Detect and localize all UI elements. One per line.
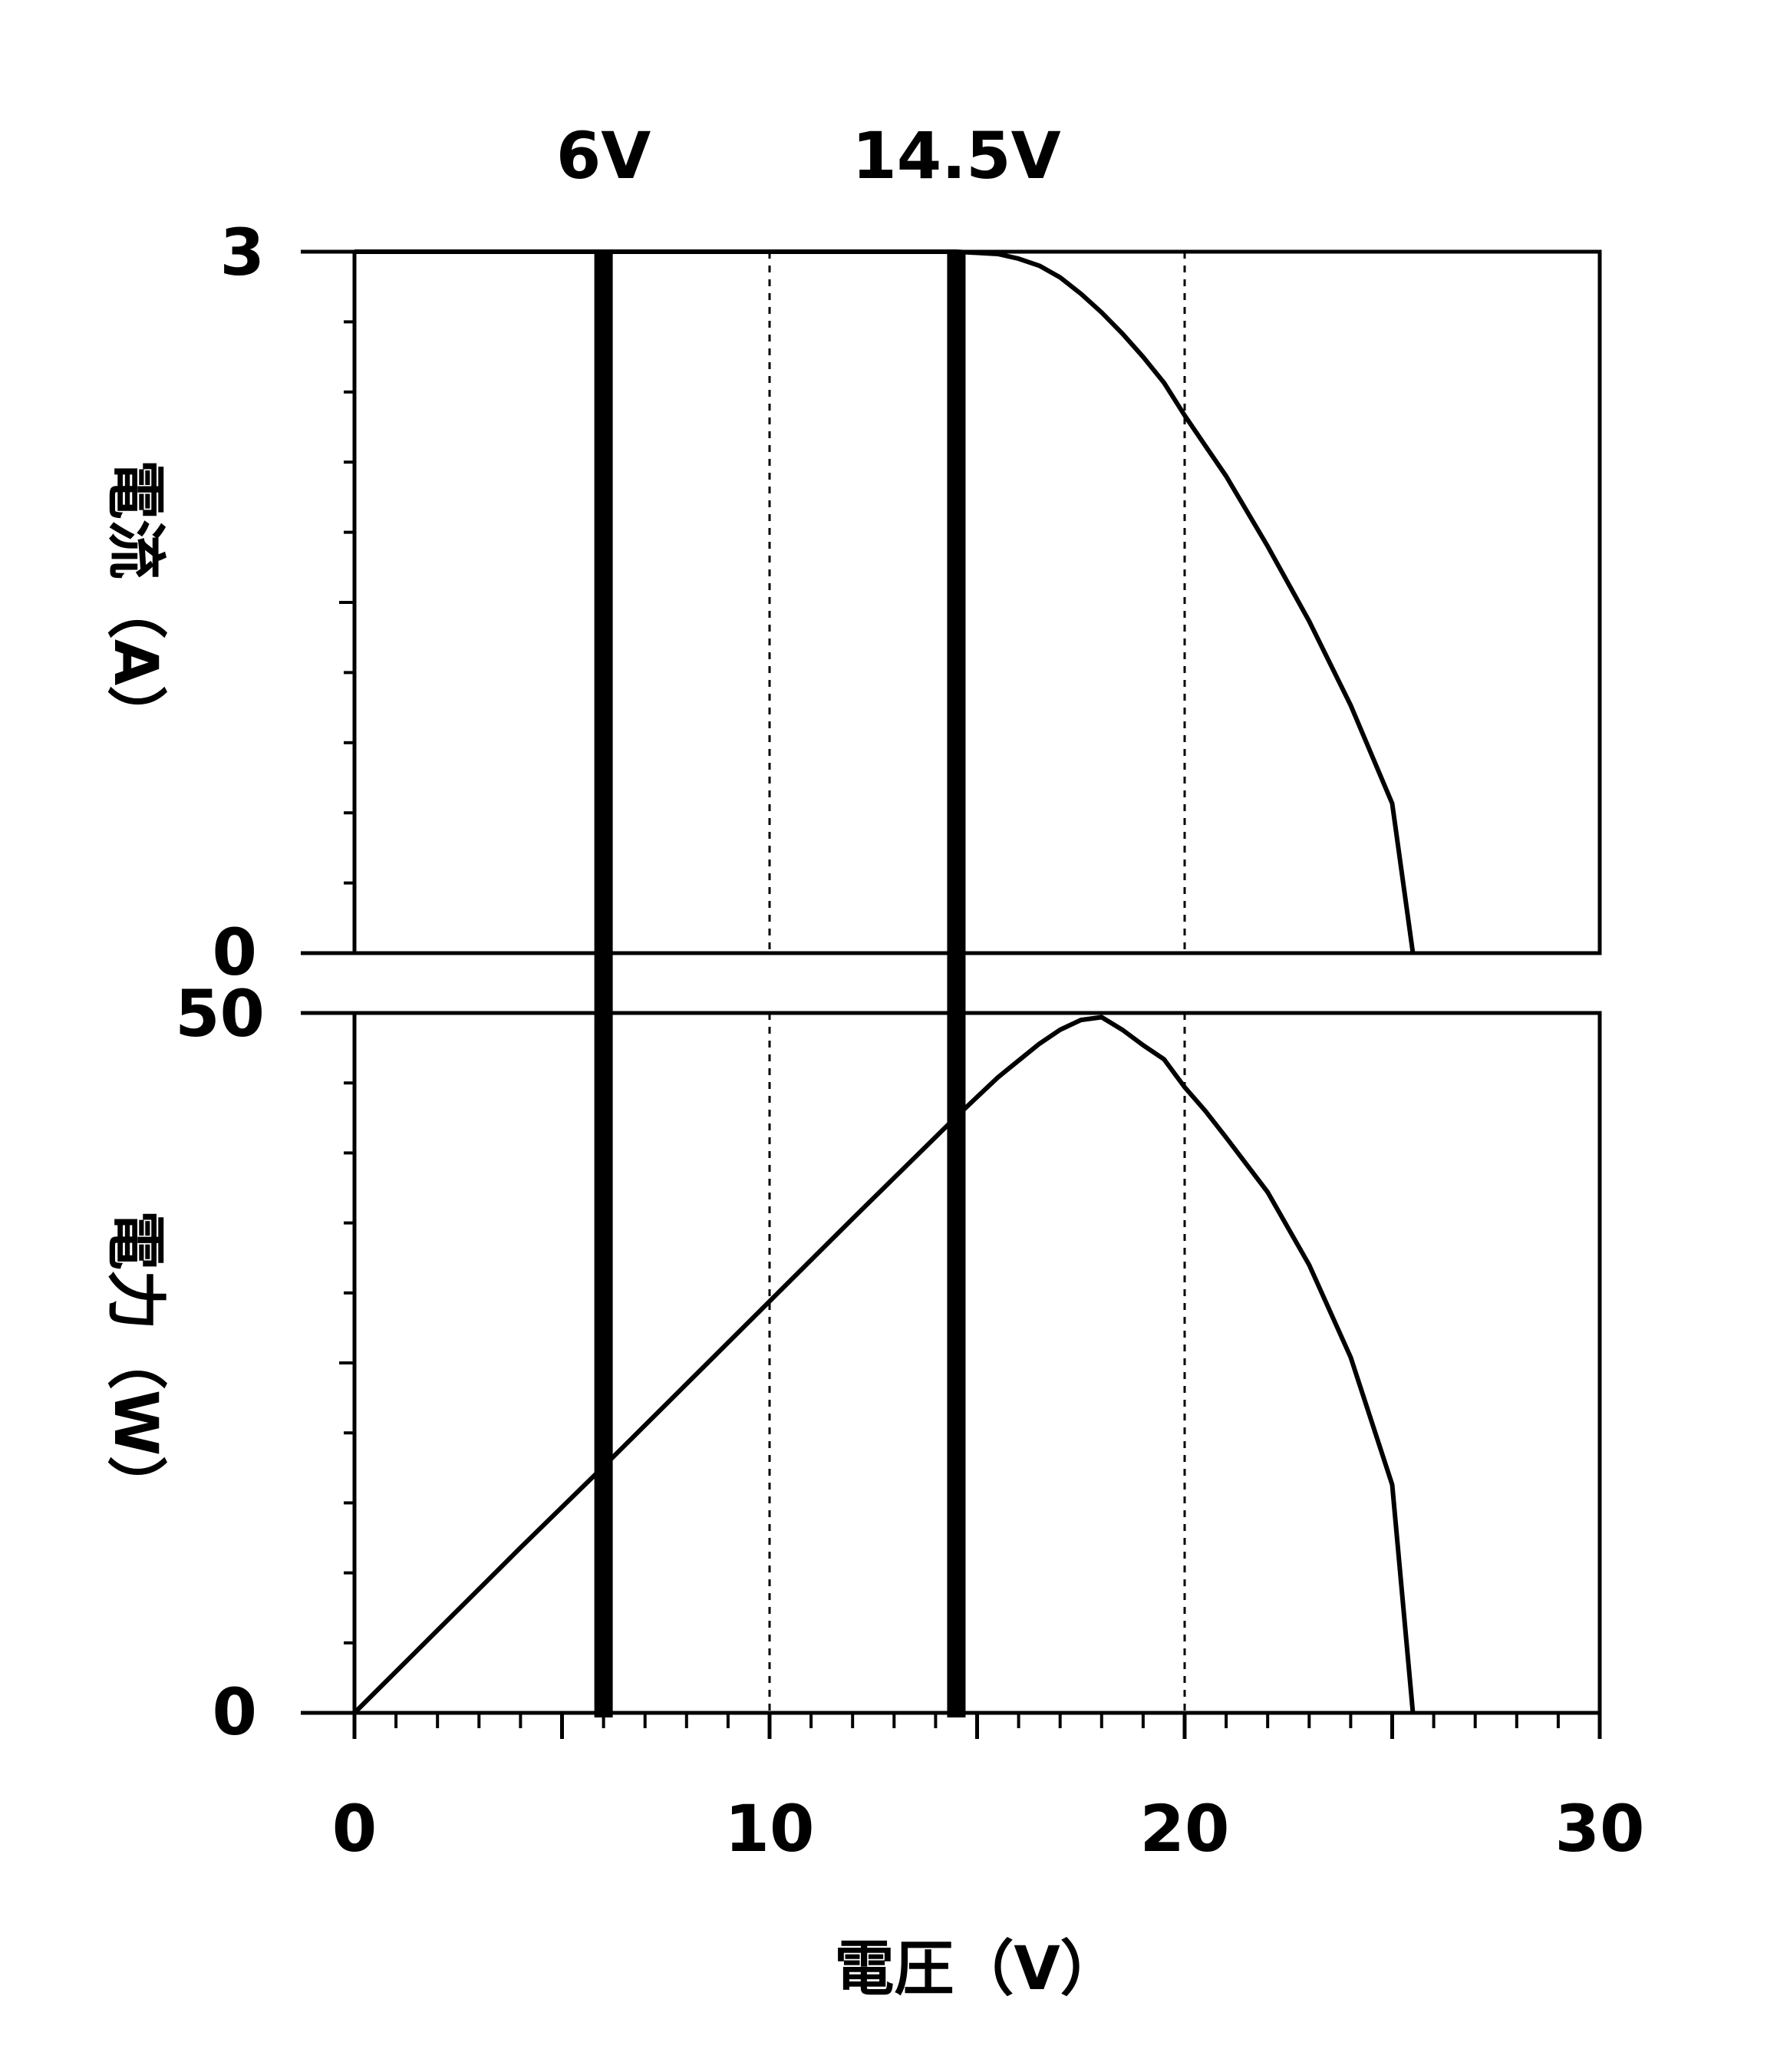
current-series-line — [354, 249, 1416, 954]
current-frame — [352, 249, 1602, 955]
current-ytick-label-max: 3 — [220, 215, 265, 290]
power-series-line — [352, 1015, 1416, 1715]
x-tick-label-10: 10 — [725, 1791, 815, 1866]
marker-label-1: 14.5V — [852, 118, 1060, 193]
power-frame — [352, 1011, 1602, 1715]
power-ytick-label-max: 50 — [175, 976, 265, 1051]
current-ytick-label-min: 0 — [213, 915, 257, 990]
x-axis-label: 電圧（V） — [834, 1935, 1119, 2004]
x-tick-label-30: 30 — [1555, 1791, 1645, 1866]
marker-label-0: 6V — [556, 118, 651, 193]
x-tick-label-0: 0 — [332, 1791, 377, 1866]
x-tick-label-20: 20 — [1140, 1791, 1230, 1866]
current-ylabel: 電流（A） — [101, 460, 170, 745]
power-ylabel: 電力（W） — [101, 1210, 170, 1516]
power-ytick-label-min: 0 — [213, 1674, 257, 1750]
